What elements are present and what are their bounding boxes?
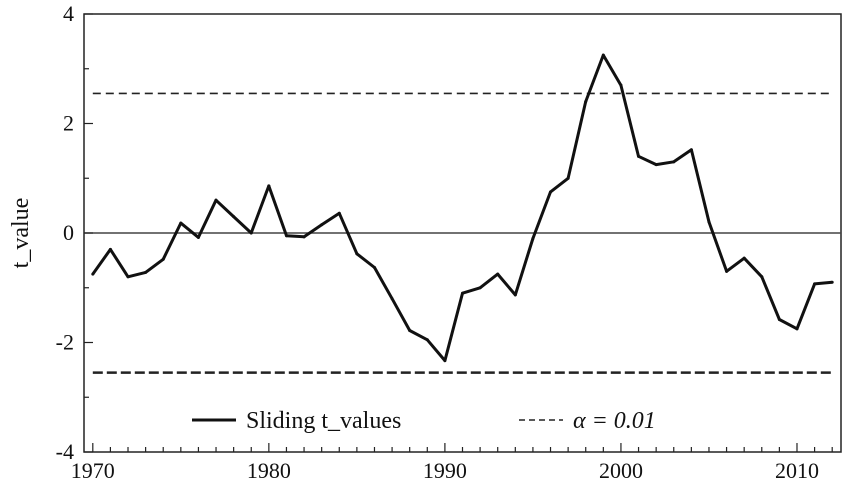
series-point [284, 234, 288, 238]
y-axis-ticks: 4 2 0 -2 -4 [56, 1, 93, 464]
series-point [126, 275, 130, 279]
series-point [320, 223, 324, 227]
series-points [91, 53, 834, 363]
series-point [337, 211, 341, 215]
series-point [302, 235, 306, 239]
series-point [584, 100, 588, 104]
series-point [372, 265, 376, 269]
series-point [566, 176, 570, 180]
series-point [390, 297, 394, 301]
series-point [496, 272, 500, 276]
y-axis-title: t_value [8, 198, 34, 269]
x-tick-label: 1980 [247, 458, 291, 483]
series-point [91, 272, 95, 276]
series-point [601, 53, 605, 57]
series-point [478, 286, 482, 290]
series-point [619, 83, 623, 87]
series-point [425, 338, 429, 342]
series-point [408, 328, 412, 332]
series-point [161, 257, 165, 261]
y-tick-label: 0 [63, 220, 74, 245]
series-point [830, 280, 834, 284]
series-point [654, 163, 658, 167]
series-point [725, 269, 729, 273]
series-point [707, 220, 711, 224]
series-point [144, 270, 148, 274]
x-tick-label: 1970 [71, 458, 115, 483]
x-tick-label: 1990 [423, 458, 467, 483]
y-tick-label: 2 [63, 111, 74, 136]
x-axis-ticks: 1970 1980 1990 2000 2010 [71, 443, 833, 483]
legend: Sliding t_values α = 0.01 [192, 408, 656, 434]
series-point [513, 293, 517, 297]
series-point [249, 231, 253, 235]
series-line-sliding-t-values [91, 53, 833, 363]
x-tick-label: 2010 [775, 458, 819, 483]
series-point [108, 247, 112, 251]
x-tick-label: 2000 [599, 458, 643, 483]
series-point [196, 235, 200, 239]
series-point [214, 198, 218, 202]
series-point [232, 215, 236, 219]
series-point [637, 154, 641, 158]
series-point [549, 190, 553, 194]
series-point [461, 291, 464, 295]
y-tick-label: -4 [56, 439, 74, 464]
legend-label-sliding-t-values: Sliding t_values [246, 408, 401, 434]
y-tick-label: -2 [56, 330, 74, 355]
y-tick-label: 4 [63, 1, 74, 26]
series-point [355, 252, 359, 256]
series-point [267, 184, 271, 188]
series-point [443, 359, 447, 363]
legend-label-alpha: α = 0.01 [573, 408, 656, 434]
series-point [672, 160, 676, 164]
series-point [813, 282, 817, 286]
series-point [531, 236, 535, 240]
series-point [742, 256, 746, 260]
series-point [689, 148, 693, 152]
series-point [760, 275, 764, 279]
series-point [795, 327, 799, 331]
series-point [777, 318, 781, 322]
series-point [179, 221, 183, 225]
